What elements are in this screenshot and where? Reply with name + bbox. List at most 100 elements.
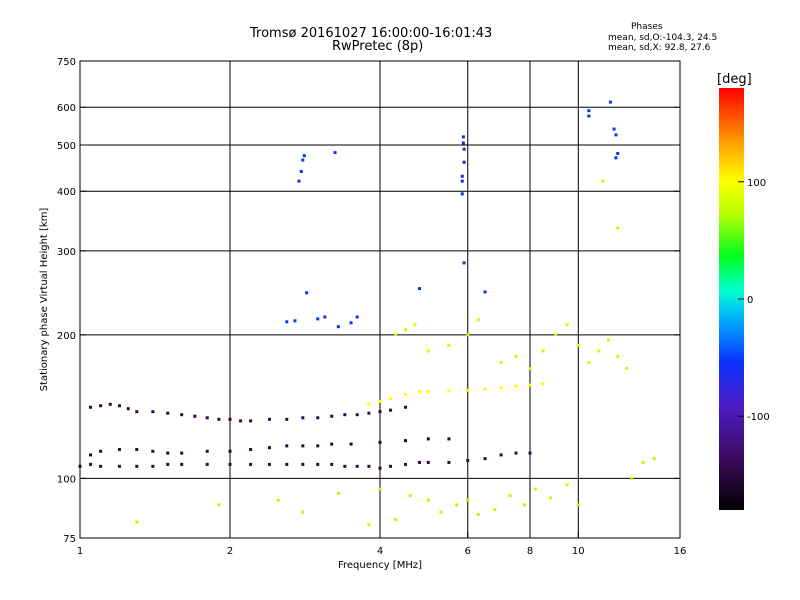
data-point [239, 419, 243, 423]
data-point [466, 459, 470, 463]
x-tick-label: 16 [674, 546, 687, 557]
data-point [117, 464, 121, 468]
data-point [417, 390, 421, 394]
data-point [285, 320, 289, 324]
data-point [166, 451, 170, 455]
data-point [217, 503, 221, 507]
data-point [499, 360, 503, 364]
phase-stats-o: mean, sd,O:-104.3, 24.5 [608, 33, 718, 43]
data-point [403, 405, 407, 409]
data-point [528, 451, 532, 455]
data-point [533, 487, 537, 491]
x-tick-label: 8 [527, 546, 533, 557]
data-point [249, 419, 253, 423]
data-point [403, 462, 407, 466]
data-point [476, 318, 480, 322]
data-point [541, 349, 545, 353]
data-point [108, 402, 112, 406]
data-point [330, 462, 334, 466]
data-point [403, 439, 407, 443]
data-point [330, 414, 334, 418]
data-point [514, 451, 518, 455]
data-point [597, 349, 601, 353]
data-point [336, 491, 340, 495]
data-point [403, 328, 407, 332]
x-tick-label: 2 [227, 546, 233, 557]
data-point [249, 447, 253, 451]
data-point [349, 321, 353, 325]
data-point [228, 417, 232, 421]
colorbar-tick-label: 0 [747, 295, 753, 306]
colorbar-tick-label: -100 [747, 412, 770, 423]
data-point [180, 451, 184, 455]
y-tick-label: 100 [57, 474, 76, 485]
data-point [514, 384, 518, 388]
y-tick-label: 400 [57, 187, 76, 198]
data-point [426, 460, 430, 464]
data-point [601, 179, 605, 183]
data-point [641, 460, 645, 464]
data-point [205, 462, 209, 466]
data-point [205, 416, 209, 420]
data-point [355, 413, 359, 417]
data-point [99, 464, 103, 468]
data-point [180, 462, 184, 466]
data-point [493, 508, 497, 512]
data-points [78, 100, 656, 527]
data-point [460, 179, 464, 183]
data-point [614, 156, 618, 160]
data-point [217, 417, 221, 421]
data-point [276, 498, 280, 502]
data-point [616, 151, 620, 155]
data-point [135, 464, 139, 468]
data-point [616, 226, 620, 230]
data-point [466, 333, 470, 337]
data-point [523, 503, 527, 507]
data-point [528, 383, 532, 387]
data-point [587, 114, 591, 118]
data-point [612, 127, 616, 131]
colorbar-ticks: 100 0 -100 [738, 178, 770, 423]
data-point [426, 437, 430, 441]
data-point [389, 397, 393, 401]
data-point [553, 333, 557, 337]
data-point [403, 392, 407, 396]
data-point [99, 404, 103, 408]
data-point [228, 462, 232, 466]
data-point [316, 444, 320, 448]
data-point [151, 449, 155, 453]
data-point [135, 447, 139, 451]
data-point [389, 408, 393, 412]
data-point [565, 323, 569, 327]
chart-title: Tromsø 20161027 16:00:00-16:01:43 [250, 26, 493, 41]
data-point [614, 133, 618, 137]
data-point [394, 518, 398, 522]
data-point [549, 496, 553, 500]
data-point [267, 417, 271, 421]
data-point [151, 464, 155, 468]
data-point [447, 460, 451, 464]
data-point [426, 349, 430, 353]
data-point [389, 464, 393, 468]
data-point [483, 290, 487, 294]
chart-subtitle: RwPretec (8p) [332, 39, 424, 54]
data-point [608, 100, 612, 104]
y-tick-label: 750 [57, 57, 76, 68]
data-point [135, 410, 139, 414]
data-point [249, 462, 253, 466]
data-point [301, 444, 305, 448]
data-point [447, 437, 451, 441]
data-point [166, 462, 170, 466]
data-point [166, 411, 170, 415]
phase-stats-x: mean, sd,X: 92.8, 27.6 [608, 43, 711, 53]
data-point [447, 388, 451, 392]
colorbar-label: [deg] [717, 72, 752, 87]
data-point [333, 151, 337, 155]
data-point [439, 510, 443, 514]
data-point [378, 487, 382, 491]
data-point [462, 160, 466, 164]
data-point [378, 399, 382, 403]
phase-stats-title: Phases [631, 22, 663, 32]
y-tick-label: 75 [63, 534, 76, 545]
